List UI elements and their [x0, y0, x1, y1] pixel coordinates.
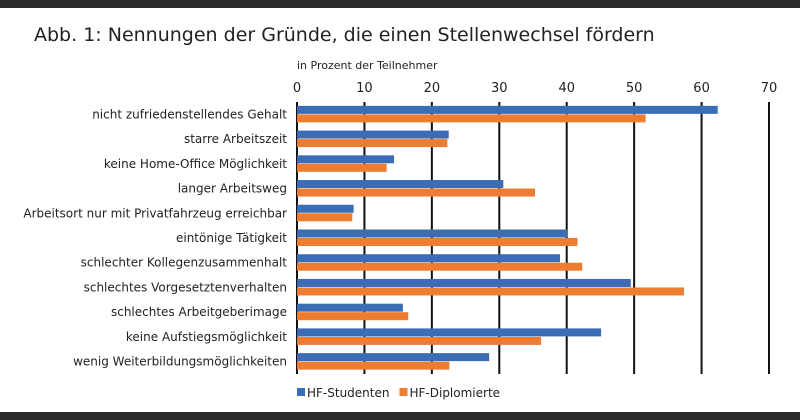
bar-diplomierte: [297, 139, 448, 148]
bar-diplomierte: [297, 287, 685, 296]
category-label: schlechtes Vorgesetztenverhalten: [84, 280, 287, 294]
x-tick-label: 0: [293, 81, 301, 96]
bar-diplomierte: [297, 262, 583, 271]
legend-swatch: [297, 388, 305, 396]
bar-studenten: [297, 353, 490, 362]
chart-title: Abb. 1: Nennungen der Gründe, die einen …: [34, 24, 655, 46]
bar-diplomierte: [297, 213, 353, 222]
category-label: schlechtes Arbeitgeberimage: [111, 305, 287, 319]
bar-studenten: [297, 254, 560, 263]
bar-studenten: [297, 303, 403, 312]
bar-studenten: [297, 229, 568, 238]
category-label: wenig Weiterbildungsmöglichkeiten: [73, 355, 287, 369]
bar-studenten: [297, 105, 718, 114]
bar-studenten: [297, 328, 602, 337]
bar-diplomierte: [297, 238, 578, 246]
legend-label: HF-Studenten: [307, 386, 389, 400]
x-tick-label: 30: [491, 81, 508, 96]
bar-diplomierte: [297, 336, 542, 345]
bar-diplomierte: [297, 114, 646, 123]
category-label: starre Arbeitszeit: [184, 132, 287, 146]
top-border: [0, 0, 800, 8]
x-tick-label: 10: [356, 81, 373, 96]
x-tick-label: 60: [693, 81, 710, 96]
bar-diplomierte: [297, 163, 387, 172]
legend-swatch: [399, 388, 408, 396]
x-axis-label: in Prozent der Teilnehmer: [297, 59, 438, 72]
category-label: eintönige Tätigkeit: [176, 231, 287, 245]
x-tick-label: 20: [424, 81, 441, 96]
bar-studenten: [297, 278, 631, 287]
category-label: schlechter Kollegenzusammenhalt: [81, 256, 288, 270]
bar-diplomierte: [297, 188, 536, 197]
bar-studenten: [297, 180, 504, 189]
bar-diplomierte: [297, 312, 409, 321]
bar-studenten: [297, 204, 354, 213]
bar-diplomierte: [297, 361, 450, 370]
legend-label: HF-Diplomierte: [409, 386, 500, 400]
bottom-border: [0, 412, 800, 420]
x-tick-label: 50: [626, 81, 643, 96]
category-label: langer Arbeitsweg: [178, 182, 287, 196]
x-tick-label: 70: [761, 81, 778, 96]
category-label: nicht zufriedenstellendes Gehalt: [92, 107, 287, 121]
category-label: keine Aufstiegsmöglichkeit: [126, 330, 287, 344]
x-tick-label: 40: [558, 81, 575, 96]
category-label: keine Home-Office Möglichkeit: [104, 157, 287, 171]
bar-studenten: [297, 155, 395, 164]
bar-studenten: [297, 130, 449, 139]
category-label: Arbeitsort nur mit Privatfahrzeug erreic…: [23, 206, 287, 220]
